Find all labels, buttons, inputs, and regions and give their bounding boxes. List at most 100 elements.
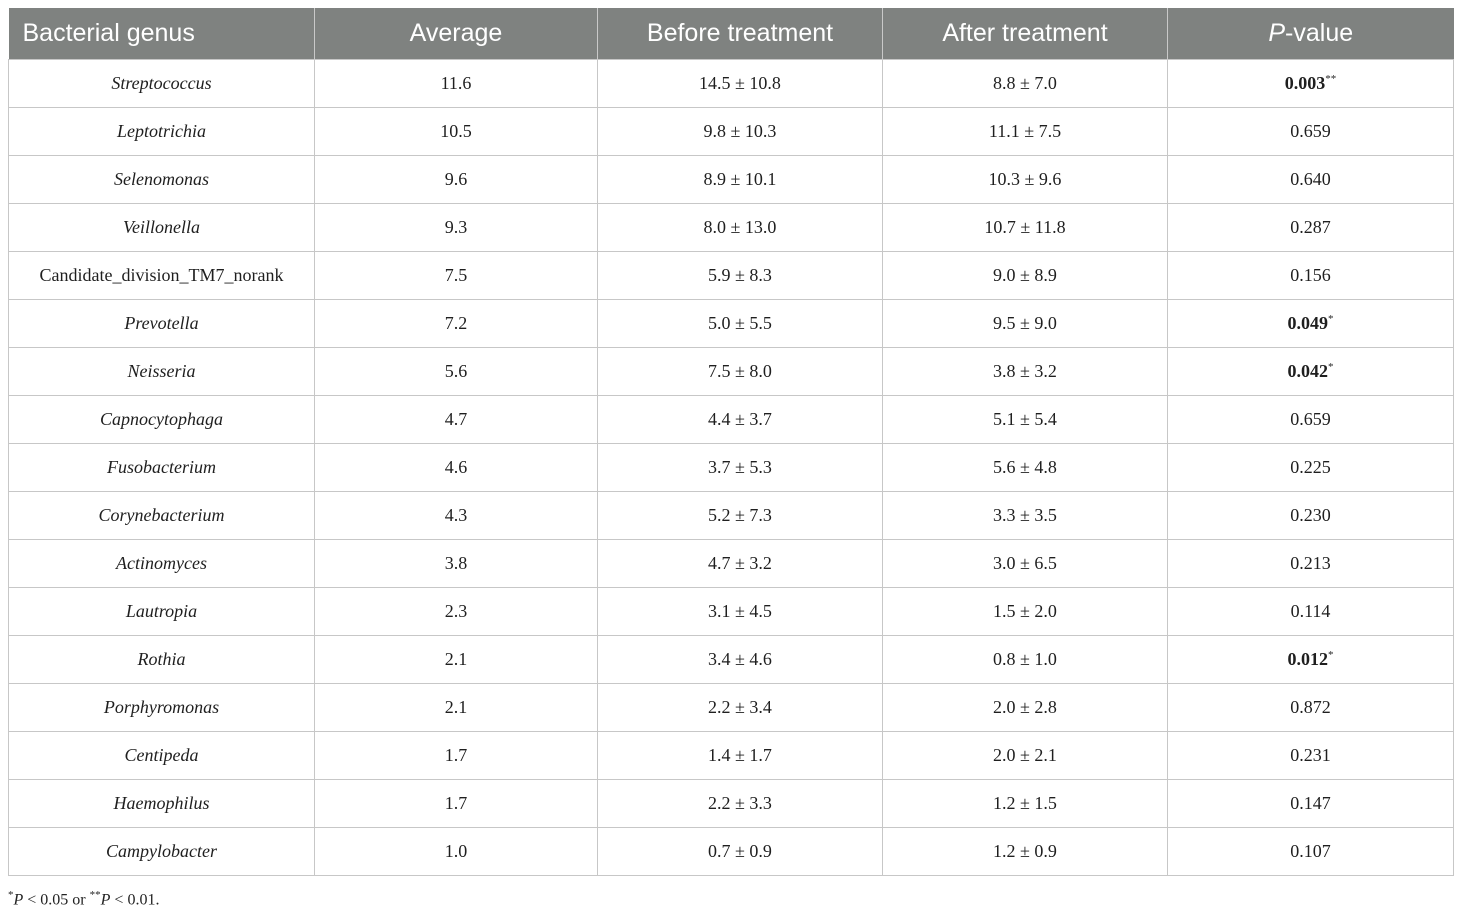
cell-after-treatment: 9.5 ± 9.0: [882, 299, 1168, 348]
cell-p-value: 0.659: [1167, 395, 1454, 444]
table-row: Campylobacter 1.0 0.7 ± 0.9 1.2 ± 0.9 0.107: [8, 827, 1454, 876]
p-value-number: 0.042: [1287, 361, 1329, 381]
cell-p-value: 0.042*: [1167, 347, 1454, 396]
cell-before-treatment: 3.7 ± 5.3: [597, 443, 883, 492]
cell-average: 9.6: [314, 155, 598, 204]
cell-average: 2.1: [314, 683, 598, 732]
bacterial-genus-table: Bacterial genus Average Before treatment…: [8, 8, 1454, 876]
cell-p-value: 0.156: [1167, 251, 1454, 300]
p-value-number: 0.659: [1290, 409, 1331, 429]
cell-before-treatment: 5.0 ± 5.5: [597, 299, 883, 348]
p-value-number: 0.147: [1290, 793, 1331, 813]
cell-average: 2.1: [314, 635, 598, 684]
table-row: Fusobacterium 4.6 3.7 ± 5.3 5.6 ± 4.8 0.225: [8, 443, 1454, 492]
p-value-number: 0.287: [1290, 217, 1331, 237]
cell-p-value: 0.107: [1167, 827, 1454, 876]
cell-before-treatment: 5.9 ± 8.3: [597, 251, 883, 300]
cell-after-treatment: 9.0 ± 8.9: [882, 251, 1168, 300]
p-value-number: 0.012: [1287, 649, 1329, 669]
cell-before-treatment: 8.9 ± 10.1: [597, 155, 883, 204]
cell-genus: Lautropia: [8, 587, 315, 636]
header-p-suffix: -value: [1285, 19, 1354, 47]
cell-before-treatment: 2.2 ± 3.4: [597, 683, 883, 732]
p-value-number: 0.107: [1290, 841, 1331, 861]
table-container: Bacterial genus Average Before treatment…: [8, 8, 1454, 876]
cell-average: 1.7: [314, 779, 598, 828]
footnote-p-1: P: [13, 891, 24, 909]
cell-p-value: 0.213: [1167, 539, 1454, 588]
cell-after-treatment: 3.8 ± 3.2: [882, 347, 1168, 396]
cell-average: 11.6: [314, 59, 598, 108]
cell-genus: Selenomonas: [8, 155, 315, 204]
cell-genus: Neisseria: [8, 347, 315, 396]
cell-after-treatment: 1.2 ± 1.5: [882, 779, 1168, 828]
cell-average: 4.3: [314, 491, 598, 540]
cell-after-treatment: 2.0 ± 2.1: [882, 731, 1168, 780]
significance-mark: *: [1328, 361, 1334, 373]
cell-genus: Capnocytophaga: [8, 395, 315, 444]
cell-average: 7.5: [314, 251, 598, 300]
cell-before-treatment: 2.2 ± 3.3: [597, 779, 883, 828]
cell-average: 4.7: [314, 395, 598, 444]
cell-p-value: 0.659: [1167, 107, 1454, 156]
header-after-treatment: After treatment: [882, 8, 1168, 60]
table-row: Neisseria 5.6 7.5 ± 8.0 3.8 ± 3.2 0.042*: [8, 347, 1454, 396]
significance-mark: *: [1328, 649, 1334, 661]
cell-average: 1.0: [314, 827, 598, 876]
cell-genus: Veillonella: [8, 203, 315, 252]
significance-mark: *: [1328, 313, 1334, 325]
cell-genus: Prevotella: [8, 299, 315, 348]
cell-before-treatment: 8.0 ± 13.0: [597, 203, 883, 252]
cell-genus: Candidate_division_TM7_norank: [8, 251, 315, 300]
table-row: Centipeda 1.7 1.4 ± 1.7 2.0 ± 2.1 0.231: [8, 731, 1454, 780]
cell-genus: Streptococcus: [8, 59, 315, 108]
cell-before-treatment: 14.5 ± 10.8: [597, 59, 883, 108]
cell-before-treatment: 0.7 ± 0.9: [597, 827, 883, 876]
header-p-value: P-value: [1167, 8, 1454, 60]
cell-after-treatment: 5.6 ± 4.8: [882, 443, 1168, 492]
cell-p-value: 0.114: [1167, 587, 1454, 636]
cell-before-treatment: 1.4 ± 1.7: [597, 731, 883, 780]
cell-genus: Leptotrichia: [8, 107, 315, 156]
cell-p-value: 0.230: [1167, 491, 1454, 540]
cell-genus: Rothia: [8, 635, 315, 684]
cell-before-treatment: 5.2 ± 7.3: [597, 491, 883, 540]
header-p-italic: P: [1268, 19, 1286, 47]
table-row: Leptotrichia 10.5 9.8 ± 10.3 11.1 ± 7.5 0.65…: [8, 107, 1454, 156]
cell-after-treatment: 8.8 ± 7.0: [882, 59, 1168, 108]
cell-average: 10.5: [314, 107, 598, 156]
table-row: Actinomyces 3.8 4.7 ± 3.2 3.0 ± 6.5 0.213: [8, 539, 1454, 588]
cell-after-treatment: 1.5 ± 2.0: [882, 587, 1168, 636]
p-value-number: 0.230: [1290, 505, 1331, 525]
cell-after-treatment: 5.1 ± 5.4: [882, 395, 1168, 444]
footnote-mark-1: *: [8, 889, 14, 901]
cell-after-treatment: 3.3 ± 3.5: [882, 491, 1168, 540]
cell-p-value: 0.872: [1167, 683, 1454, 732]
table-row: Streptococcus 11.6 14.5 ± 10.8 8.8 ± 7.0 0.0…: [8, 59, 1454, 108]
cell-after-treatment: 0.8 ± 1.0: [882, 635, 1168, 684]
footnote-text-2: < 0.01.: [110, 891, 160, 909]
header-average: Average: [314, 8, 598, 60]
cell-p-value: 0.225: [1167, 443, 1454, 492]
cell-p-value: 0.640: [1167, 155, 1454, 204]
p-value-number: 0.231: [1290, 745, 1331, 765]
cell-average: 1.7: [314, 731, 598, 780]
cell-after-treatment: 1.2 ± 0.9: [882, 827, 1168, 876]
footnote-p-2: P: [100, 891, 111, 909]
cell-before-treatment: 4.4 ± 3.7: [597, 395, 883, 444]
table-body: Streptococcus 11.6 14.5 ± 10.8 8.8 ± 7.0 0.0…: [8, 59, 1454, 876]
table-row: Selenomonas 9.6 8.9 ± 10.1 10.3 ± 9.6 0.640: [8, 155, 1454, 204]
cell-average: 9.3: [314, 203, 598, 252]
p-value-number: 0.213: [1290, 553, 1331, 573]
p-value-number: 0.659: [1290, 121, 1331, 141]
cell-after-treatment: 10.3 ± 9.6: [882, 155, 1168, 204]
cell-average: 7.2: [314, 299, 598, 348]
table-row: Haemophilus 1.7 2.2 ± 3.3 1.2 ± 1.5 0.147: [8, 779, 1454, 828]
table-row: Lautropia 2.3 3.1 ± 4.5 1.5 ± 2.0 0.114: [8, 587, 1454, 636]
cell-before-treatment: 3.4 ± 4.6: [597, 635, 883, 684]
cell-genus: Centipeda: [8, 731, 315, 780]
table-header: Bacterial genus Average Before treatment…: [8, 8, 1454, 60]
table-row: Veillonella 9.3 8.0 ± 13.0 10.7 ± 11.8 0.287: [8, 203, 1454, 252]
table-footnote: *P < 0.05 or **P < 0.01.: [8, 889, 159, 909]
cell-after-treatment: 3.0 ± 6.5: [882, 539, 1168, 588]
